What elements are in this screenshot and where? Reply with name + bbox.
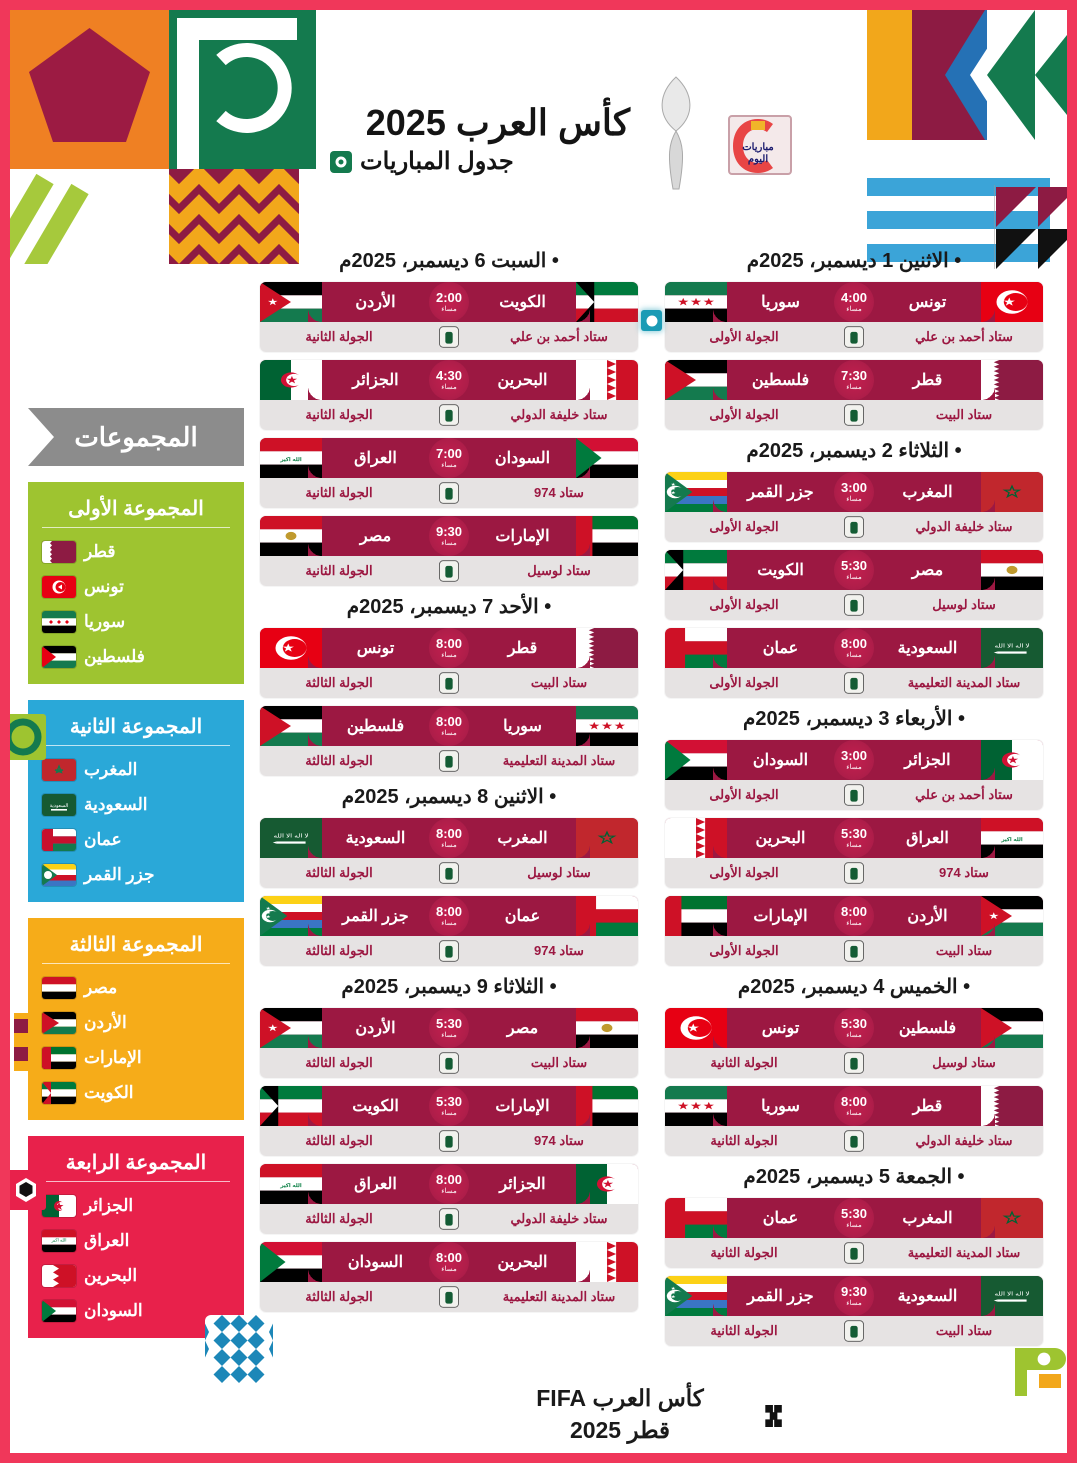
svg-text:المجموعات: المجموعات <box>74 422 197 453</box>
svg-text:لا اله الا الله: لا اله الا الله <box>994 1291 1029 1297</box>
svg-text:الله اكبر: الله اكبر <box>1000 836 1023 842</box>
svg-text:الله اكبر: الله اكبر <box>279 1182 302 1188</box>
svg-text:اليوم: اليوم <box>748 154 768 165</box>
svg-text:لا اله الا الله: لا اله الا الله <box>994 643 1029 649</box>
svg-text:الله اكبر: الله اكبر <box>279 456 302 462</box>
svg-text:السعودية: السعودية <box>50 803 69 809</box>
svg-text:مباريات: مباريات <box>742 142 774 153</box>
svg-text:لا اله الا الله: لا اله الا الله <box>273 833 308 839</box>
